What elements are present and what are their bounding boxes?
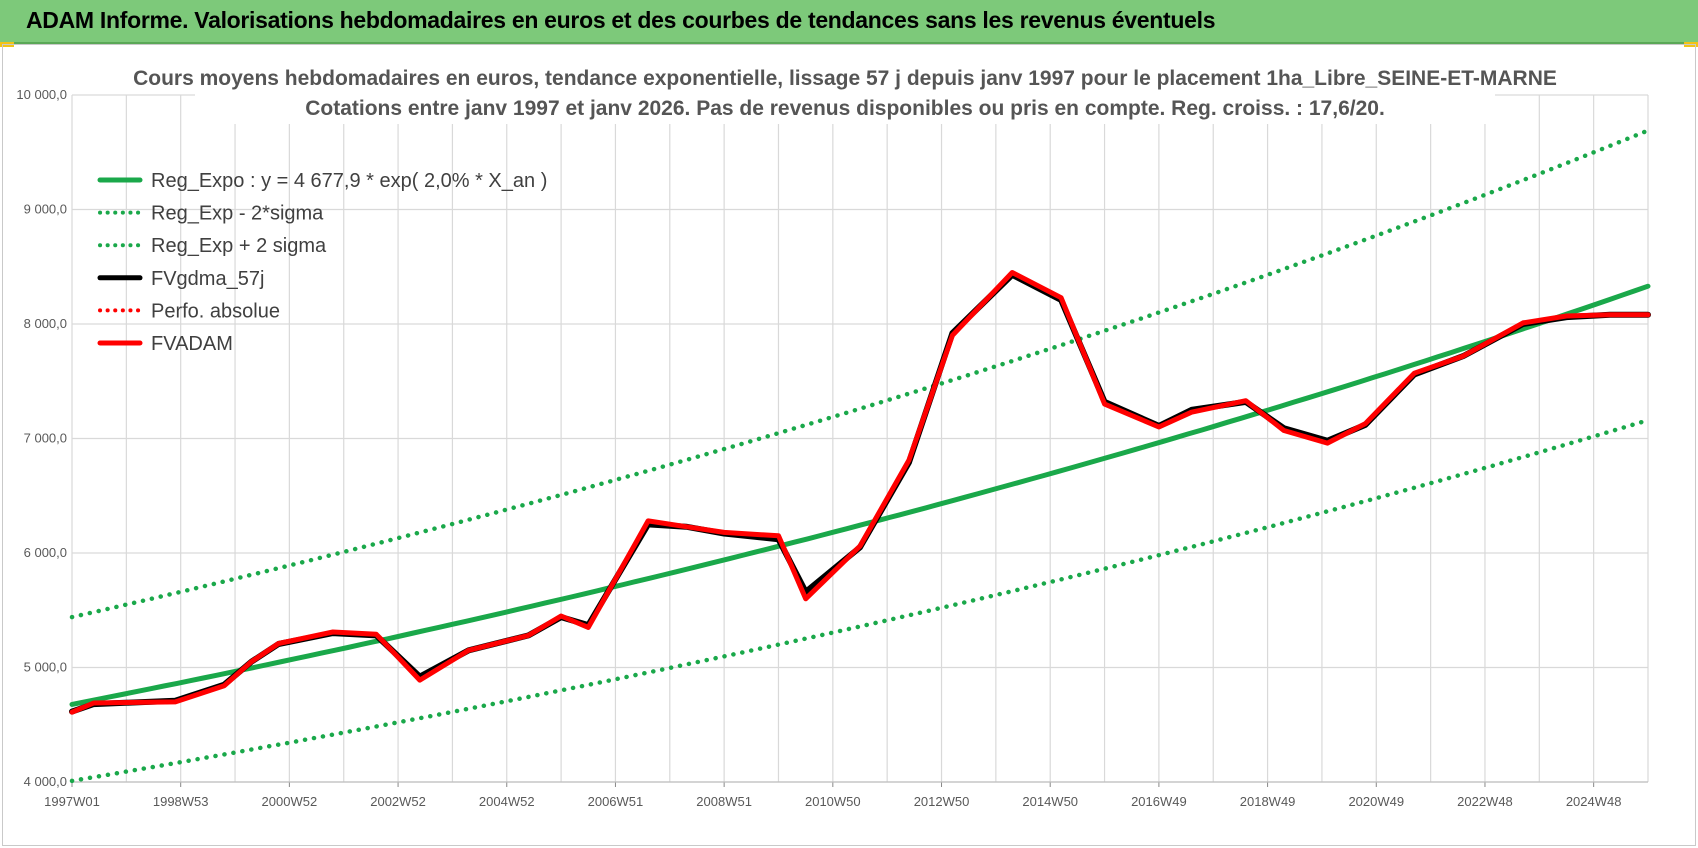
x-tick-label: 2016W49	[1131, 794, 1187, 809]
header-bar: ADAM Informe. Valorisations hebdomadaire…	[0, 0, 1698, 44]
x-tick-label: 2024W48	[1566, 794, 1622, 809]
y-tick-label: 10 000,0	[16, 87, 67, 102]
x-tick-label: 2010W50	[805, 794, 861, 809]
title-background	[195, 62, 1495, 124]
chart-grid	[71, 94, 1649, 783]
chart-subtitle: Cotations entre janv 1997 et janv 2026. …	[305, 97, 1385, 120]
x-tick-label: 1997W01	[44, 794, 100, 809]
x-tick-label: 1998W53	[153, 794, 209, 809]
legend: Reg_Expo : y = 4 677,9 * exp( 2,0% * X_a…	[97, 170, 547, 355]
x-tick-label: 2008W51	[696, 794, 752, 809]
y-tick-label: 5 000,0	[24, 660, 67, 675]
y-tick-label: 7 000,0	[24, 431, 67, 446]
x-tick-label: 2020W49	[1348, 794, 1404, 809]
x-tick-label: 2014W50	[1022, 794, 1078, 809]
legend-label: Reg_Exp + 2 sigma	[151, 235, 327, 257]
chart-title: Cours moyens hebdomadaires en euros, ten…	[133, 67, 1557, 90]
series-layer	[69, 128, 1651, 784]
y-axis: 4 000,0 5 000,0 6 000,0 7 000,0 8 000,0 9 000…	[16, 87, 67, 789]
series-line-1	[69, 417, 1651, 784]
x-tick-label: 2002W52	[370, 794, 426, 809]
x-tick-label: 2022W48	[1457, 794, 1513, 809]
series-line-3	[69, 271, 1651, 715]
legend-label: FVADAM	[151, 333, 233, 355]
x-tick-label: 2012W50	[914, 794, 970, 809]
y-tick-label: 9 000,0	[24, 202, 67, 217]
legend-label: FVgdma_57j	[151, 268, 264, 290]
series-line-5	[69, 270, 1651, 715]
series-line-0	[69, 283, 1651, 707]
x-tick-label: 2004W52	[479, 794, 535, 809]
y-tick-label: 4 000,0	[24, 774, 67, 789]
chart: 4 000,0 5 000,0 6 000,0 7 000,0 8 000,0 9 000…	[16, 62, 1651, 809]
legend-label: Reg_Exp - 2*sigma	[151, 203, 324, 225]
x-tick-label: 2018W49	[1240, 794, 1296, 809]
x-tick-label: 2006W51	[588, 794, 644, 809]
x-tick-label: 2000W52	[262, 794, 318, 809]
x-axis: 1997W01 1998W53 2000W52 2002W52 2004W52 2006W…	[44, 781, 1648, 809]
y-tick-label: 8 000,0	[24, 316, 67, 331]
page-title: ADAM Informe. Valorisations hebdomadaire…	[26, 7, 1216, 33]
legend-label: Reg_Expo : y = 4 677,9 * exp( 2,0% * X_a…	[151, 170, 547, 192]
y-tick-label: 6 000,0	[24, 545, 67, 560]
legend-label: Perfo. absolue	[151, 300, 280, 322]
